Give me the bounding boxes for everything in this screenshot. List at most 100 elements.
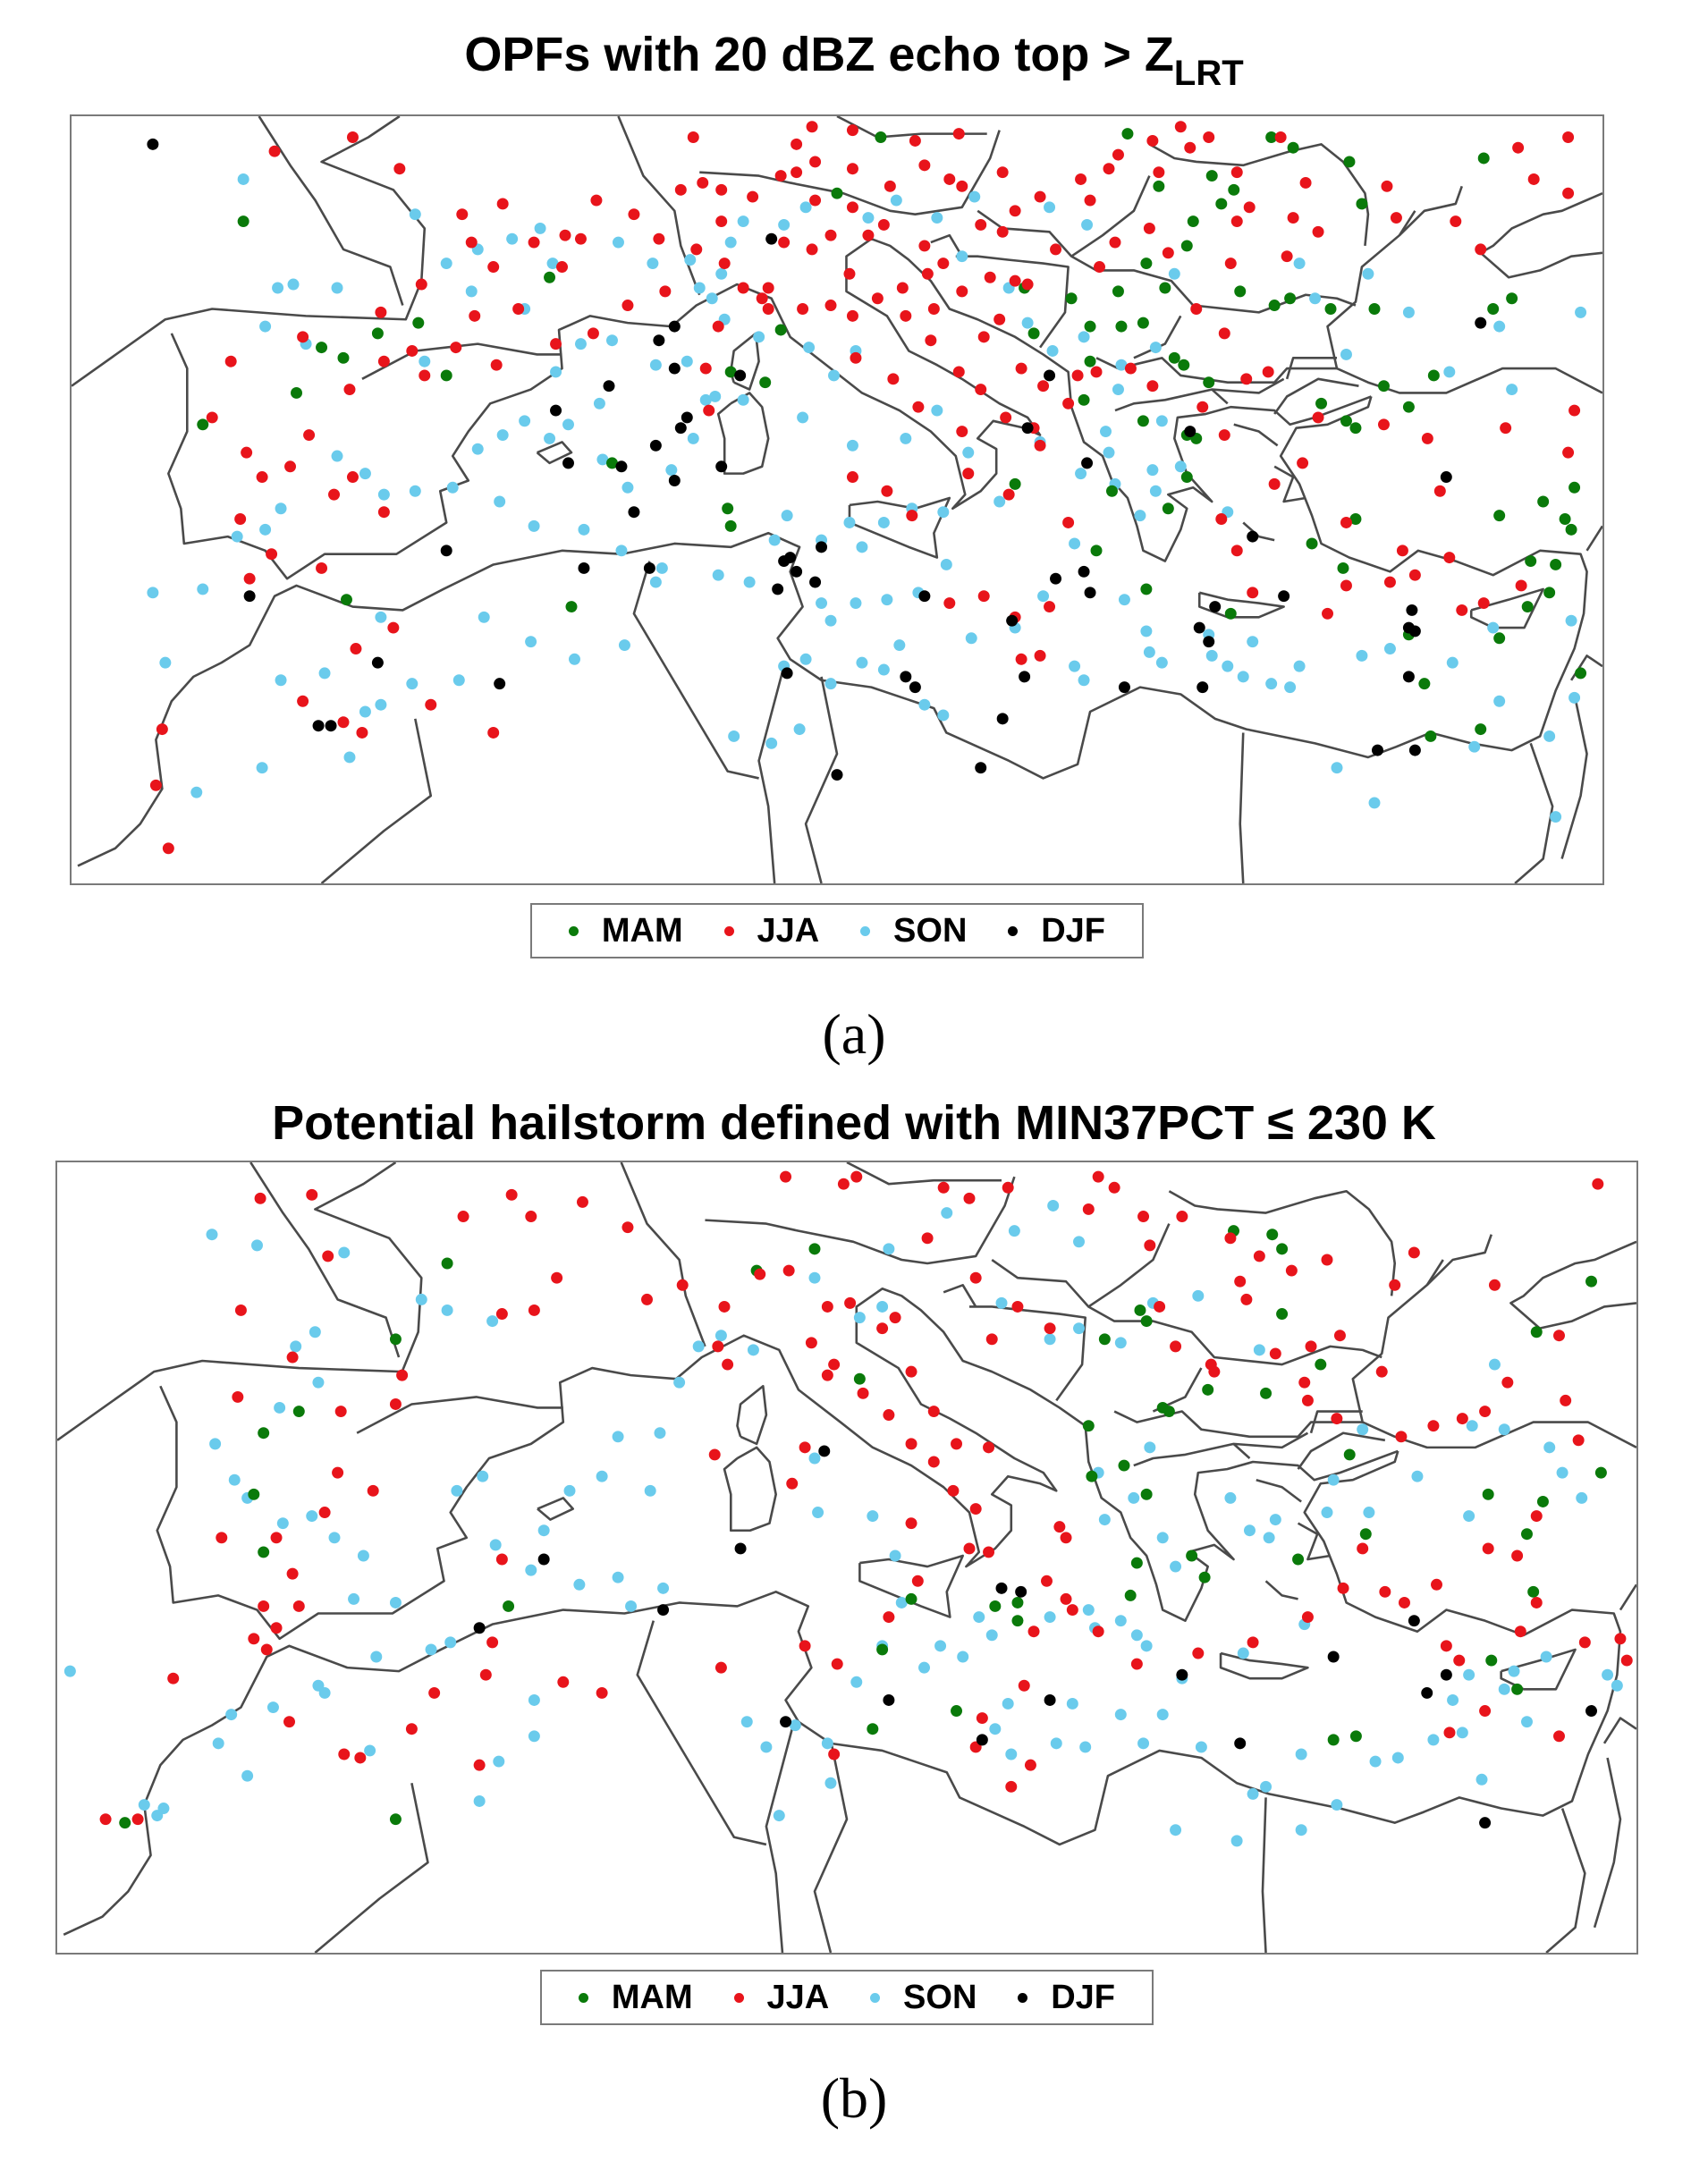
event-dot-jja	[406, 345, 419, 357]
event-dot-jja	[343, 384, 356, 396]
event-dot-djf	[668, 320, 681, 333]
event-dot-son	[359, 705, 371, 718]
event-dot-son	[1078, 331, 1090, 343]
event-dot-son	[773, 1810, 785, 1822]
event-dot-jja	[551, 1271, 563, 1284]
event-dot-jja	[1094, 261, 1105, 273]
event-dot-mam	[1137, 317, 1149, 329]
event-dot-jja	[1240, 1293, 1253, 1305]
coastline	[72, 116, 427, 387]
event-dot-jja	[762, 282, 774, 294]
event-dot-son	[765, 737, 778, 749]
event-dot-jja	[1456, 1413, 1468, 1425]
event-dot-mam	[1585, 1275, 1597, 1288]
event-dot-jja	[1034, 439, 1046, 452]
event-dot-jja	[346, 471, 359, 483]
panel-a-map	[70, 114, 1604, 885]
event-dot-jja	[1340, 579, 1352, 592]
event-dot-son	[1247, 636, 1259, 648]
event-dot-jja	[659, 285, 672, 298]
event-dot-son	[1602, 1668, 1614, 1681]
event-dot-son	[1114, 1709, 1127, 1721]
event-dot-son	[1144, 1441, 1156, 1454]
event-dot-mam	[867, 1723, 879, 1735]
panel-b-caption: (b)	[820, 2066, 888, 2130]
event-dot-djf	[1176, 1668, 1188, 1681]
legend-dot-djf	[1018, 1992, 1028, 2003]
event-dot-jja	[1408, 1246, 1420, 1259]
event-dot-djf	[995, 1582, 1008, 1594]
event-dot-jja	[1479, 1705, 1492, 1717]
event-dot-son	[1037, 590, 1050, 603]
event-dot-jja	[756, 292, 768, 305]
event-dot-son	[1156, 1709, 1169, 1721]
event-dot-jja	[1230, 215, 1243, 228]
event-dot-son	[962, 446, 975, 459]
event-dot-son	[737, 393, 749, 406]
event-dot-jja	[714, 1661, 727, 1674]
event-dot-son	[1021, 317, 1034, 329]
event-dot-son	[1168, 267, 1180, 280]
event-dot-son	[706, 292, 718, 305]
event-dot-jja	[260, 1643, 273, 1656]
event-dot-djf	[778, 555, 791, 568]
event-dot-jja	[131, 1813, 144, 1826]
event-dot-son	[1081, 218, 1094, 231]
event-dot-mam	[316, 342, 328, 354]
event-dot-mam	[1315, 397, 1328, 410]
event-dot-son	[1293, 258, 1306, 270]
event-dot-mam	[1268, 300, 1281, 311]
event-dot-son	[657, 1582, 670, 1594]
event-dot-son	[918, 698, 931, 711]
event-dot-mam	[565, 601, 578, 613]
event-dot-djf	[975, 762, 987, 774]
event-dot-jja	[556, 261, 569, 273]
event-dot-jja	[712, 320, 724, 333]
event-dot-mam	[1340, 415, 1352, 427]
event-dot-jja	[1562, 187, 1575, 199]
event-dot-jja	[405, 1723, 418, 1735]
event-dot-mam	[1180, 240, 1193, 252]
event-dot-jja	[512, 303, 525, 315]
event-dot-jja	[909, 135, 921, 147]
event-dot-son	[789, 1719, 801, 1732]
event-dot-jja	[346, 131, 359, 143]
event-dot-jja	[722, 1358, 734, 1371]
event-dot-djf	[494, 678, 506, 690]
legend-dot-mam	[578, 1992, 588, 2003]
event-dot-son	[989, 1723, 1002, 1735]
event-dot-djf	[1406, 604, 1418, 616]
event-dot-son	[941, 1207, 953, 1220]
event-dot-son	[1140, 625, 1153, 637]
event-dot-son	[225, 1709, 238, 1721]
event-dot-son	[1493, 695, 1506, 707]
event-dot-son	[890, 194, 902, 207]
event-dot-jja	[456, 208, 469, 221]
coastline	[620, 1162, 706, 1347]
event-dot-jja	[994, 313, 1006, 325]
event-dot-jja	[1269, 1347, 1281, 1360]
event-dot-jja	[1553, 1330, 1565, 1342]
event-dot-jja	[1379, 1585, 1391, 1598]
event-dot-djf	[1084, 587, 1096, 599]
event-dot-djf	[1006, 614, 1019, 627]
event-dot-jja	[1383, 576, 1396, 588]
event-dot-son	[256, 762, 268, 774]
event-dot-djf	[1479, 1817, 1492, 1829]
event-dot-mam	[371, 327, 384, 340]
event-dot-son	[259, 523, 272, 536]
event-dot-mam	[1527, 1585, 1540, 1598]
event-dot-son	[812, 1507, 824, 1518]
event-dot-son	[934, 1640, 947, 1652]
event-dot-djf	[578, 561, 590, 574]
event-dot-son	[537, 1524, 550, 1537]
event-dot-son	[389, 1597, 402, 1609]
event-dot-djf	[628, 506, 640, 519]
coastline	[705, 1176, 1016, 1265]
event-dot-jja	[846, 124, 858, 137]
event-dot-son	[1146, 464, 1159, 477]
event-dot-djf	[1044, 1694, 1056, 1706]
event-dot-jja	[1515, 579, 1527, 592]
event-dot-son	[1205, 649, 1218, 662]
event-dot-son	[331, 282, 343, 294]
